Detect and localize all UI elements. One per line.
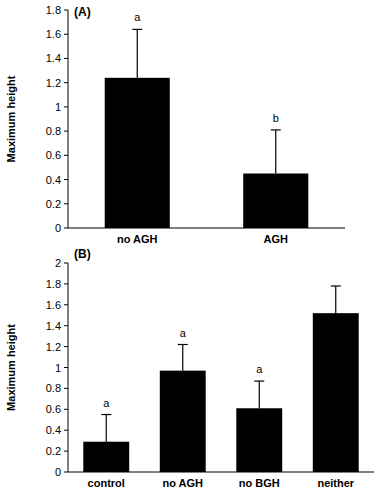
y-tick (64, 203, 68, 204)
y-tick-label: 1.4 (46, 320, 61, 332)
y-tick (64, 325, 68, 326)
bar (236, 408, 282, 472)
category-label: AGH (264, 233, 289, 245)
category-label: neither (317, 477, 354, 489)
y-axis (68, 10, 69, 228)
y-tick-label: 1 (55, 101, 61, 113)
y-tick-label: 0.2 (46, 445, 61, 457)
bar (105, 78, 170, 228)
y-tick-label: 1.8 (46, 4, 61, 16)
error-bar (137, 29, 138, 77)
y-tick (64, 430, 68, 431)
y-tick-label: 0.2 (46, 198, 61, 210)
y-tick-label: 0 (55, 466, 61, 478)
category-label: no AGH (117, 233, 158, 245)
y-tick (64, 58, 68, 59)
figure: a no AGH b AGH 0 0.2 0.4 0.6 0.8 1 1.2 1.4 1.6 1.8 Max… (0, 0, 378, 500)
y-tick-label: 1.2 (46, 341, 61, 353)
error-cap (101, 414, 111, 415)
error-bar (182, 345, 183, 371)
y-tick (64, 82, 68, 83)
y-tick-label: 0.4 (46, 174, 61, 186)
bars (105, 29, 309, 228)
error-bar (335, 286, 336, 313)
y-tick (64, 283, 68, 284)
error-cap (132, 29, 142, 30)
significance-letter: a (180, 327, 187, 339)
category-label: no BGH (239, 477, 280, 489)
y-tick (64, 346, 68, 347)
x-axis (68, 472, 374, 473)
error-cap (178, 344, 188, 345)
y-tick (64, 34, 68, 35)
error-bar (259, 381, 260, 408)
y-tick-label: 0 (55, 222, 61, 234)
y-tick (64, 155, 68, 156)
significance-letter: a (134, 11, 141, 23)
bar (160, 371, 206, 472)
y-axis-label: Maximum height (5, 75, 17, 162)
significance-letter: a (103, 397, 110, 409)
y-tick (64, 228, 68, 229)
y-tick-label: 0.4 (46, 424, 61, 436)
y-tick (64, 106, 68, 107)
y-tick-label: 1.4 (46, 52, 61, 64)
y-tick (64, 409, 68, 410)
panel-label: (B) (74, 247, 91, 261)
y-tick (64, 131, 68, 132)
error-cap (254, 380, 264, 381)
error-cap (331, 285, 341, 286)
y-tick-label: 1.8 (46, 278, 61, 290)
category-label: control (88, 477, 125, 489)
y-tick-label: 0.6 (46, 403, 61, 415)
y-tick-label: 2 (55, 257, 61, 269)
panel-label: (A) (74, 5, 91, 19)
y-tick-label: 1 (55, 362, 61, 374)
y-tick (64, 367, 68, 368)
y-tick (64, 10, 68, 11)
y-tick (64, 179, 68, 180)
category-label: no AGH (162, 477, 203, 489)
y-tick-label: 1.6 (46, 28, 61, 40)
error-cap (271, 129, 281, 130)
y-tick-label: 0.8 (46, 125, 61, 137)
y-tick (64, 304, 68, 305)
y-tick (64, 451, 68, 452)
y-tick-label: 0.8 (46, 382, 61, 394)
significance-letter: b (273, 112, 279, 124)
y-tick-label: 0.6 (46, 149, 61, 161)
bar (243, 174, 308, 229)
y-tick (64, 472, 68, 473)
error-bar (106, 415, 107, 442)
y-tick (64, 388, 68, 389)
y-tick-label: 1.2 (46, 77, 61, 89)
bars (83, 286, 358, 472)
bar (313, 313, 359, 472)
y-axis-label: Maximum height (5, 324, 17, 411)
x-axis (68, 228, 345, 229)
significance-letter: a (256, 363, 263, 375)
error-bar (275, 130, 276, 174)
y-tick-label: 1.6 (46, 299, 61, 311)
bar (83, 442, 129, 472)
y-tick (64, 263, 68, 264)
